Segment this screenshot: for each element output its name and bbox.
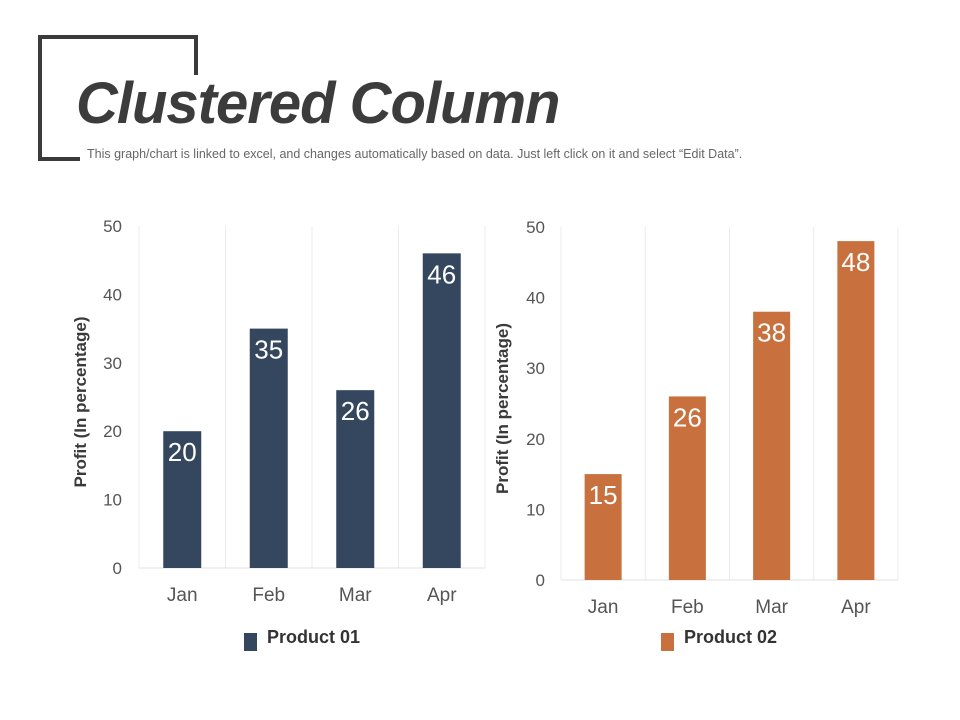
y-tick-label: 20 <box>526 430 545 449</box>
y-axis-title: Profit (In percentage) <box>71 317 90 488</box>
y-tick-label: 20 <box>103 422 122 441</box>
data-label-apr: 46 <box>427 259 456 289</box>
y-tick-label: 50 <box>103 217 122 236</box>
category-label-jan: Jan <box>588 597 619 618</box>
bar-jan <box>584 474 622 580</box>
y-tick-label: 10 <box>526 500 545 519</box>
category-label-feb: Feb <box>671 597 704 618</box>
bar-apr <box>422 253 461 569</box>
bar-jan <box>163 431 202 568</box>
y-tick-label: 50 <box>526 218 545 237</box>
category-label-apr: Apr <box>427 585 457 606</box>
y-tick-label: 30 <box>526 359 545 378</box>
page-subtitle: This graph/chart is linked to excel, and… <box>87 147 743 161</box>
category-label-feb: Feb <box>252 585 285 606</box>
title-frame-bottom <box>38 157 80 161</box>
category-label-apr: Apr <box>841 597 871 618</box>
category-label-mar: Mar <box>339 585 372 606</box>
legend-swatch-product-01 <box>244 633 257 651</box>
y-tick-label: 10 <box>103 491 122 510</box>
data-label-feb: 35 <box>254 335 283 365</box>
category-label-mar: Mar <box>755 597 788 618</box>
bar-mar <box>336 390 375 568</box>
data-label-mar: 26 <box>341 396 370 426</box>
legend-swatch-product-02 <box>661 633 674 651</box>
data-label-apr: 48 <box>841 247 870 277</box>
data-label-mar: 38 <box>757 318 786 348</box>
bar-feb <box>249 328 288 568</box>
y-tick-label: 0 <box>536 571 545 590</box>
y-tick-label: 0 <box>113 559 122 578</box>
y-tick-label: 40 <box>526 289 545 308</box>
title-frame-right <box>194 35 198 75</box>
data-label-feb: 26 <box>673 402 702 432</box>
legend-label-product-01: Product 01 <box>267 627 361 647</box>
legend-label-product-02: Product 02 <box>684 627 778 647</box>
y-tick-label: 30 <box>103 354 122 373</box>
title-frame-left <box>38 35 42 161</box>
bar-apr <box>837 241 875 580</box>
data-label-jan: 20 <box>168 437 197 467</box>
y-tick-label: 40 <box>103 285 122 304</box>
data-label-jan: 15 <box>589 480 618 510</box>
bar-feb <box>668 396 706 580</box>
y-axis-title: Profit (In percentage) <box>493 323 512 494</box>
page-title: Clustered Column <box>76 71 560 136</box>
title-frame-top <box>38 35 198 39</box>
category-label-jan: Jan <box>167 585 198 606</box>
bar-mar <box>753 311 791 580</box>
